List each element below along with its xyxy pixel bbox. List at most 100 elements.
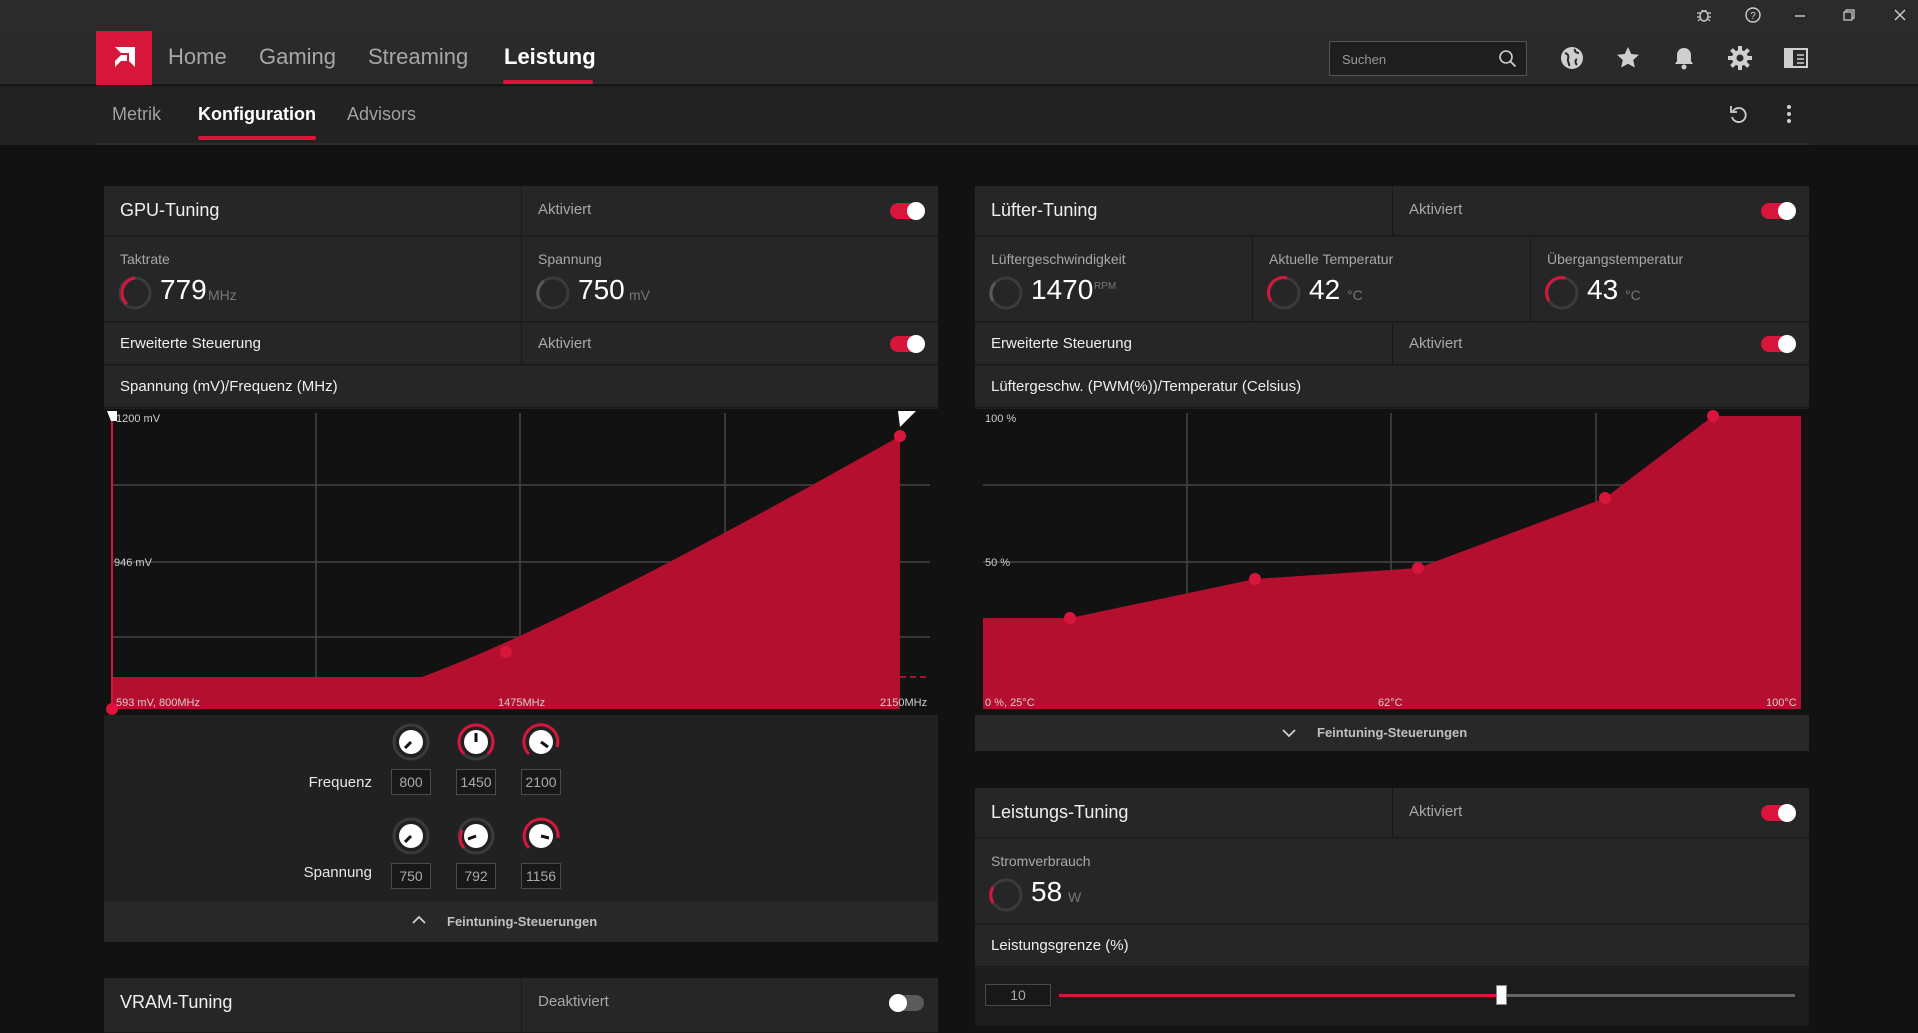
search-icon[interactable] (1498, 49, 1518, 69)
fan-advanced-toggle[interactable] (1761, 335, 1796, 353)
power-limit-slider-thumb[interactable] (1495, 985, 1507, 1005)
search-box[interactable] (1329, 41, 1527, 76)
power-consumption-unit: W (1068, 889, 1082, 905)
frequency-knob-2[interactable] (456, 722, 496, 762)
star-icon[interactable] (1614, 44, 1642, 72)
fan-tuning-status: Aktiviert (1409, 201, 1463, 218)
restore-button[interactable] (1825, 0, 1873, 30)
frequency-knob-3[interactable] (521, 722, 561, 762)
nav-tab-leistung[interactable]: Leistung (504, 44, 596, 69)
gpu-advanced-status: Aktiviert (538, 335, 592, 352)
gpu-x-tick-mid: 1475MHz (498, 697, 545, 709)
nav-tab-streaming[interactable]: Streaming (368, 44, 469, 69)
gpu-fine-tuning-toggle[interactable]: Feintuning-Steuerungen (104, 902, 938, 942)
fan-fine-tuning-toggle[interactable]: Feintuning-Steuerungen (975, 715, 1809, 751)
power-limit-slider-track[interactable] (1059, 985, 1795, 1005)
current-temp-unit: °C (1347, 287, 1363, 303)
fan-curve-point-3[interactable] (1412, 562, 1424, 574)
gpu-curve-max-handle[interactable] (898, 411, 916, 427)
power-tuning-header: Leistungs-Tuning Aktiviert (975, 788, 1809, 838)
fan-speed-unit: RPM (1094, 281, 1117, 292)
fan-speed-temperature-chart[interactable]: 100 % 50 % 0 %, 25°C 62°C 100°C (975, 409, 1809, 715)
svg-text:?: ? (1750, 11, 1756, 22)
gpu-tuning-header: GPU-Tuning Aktiviert (104, 186, 938, 236)
power-tuning-title: Leistungs-Tuning (991, 802, 1129, 822)
gpu-tuning-panel: GPU-Tuning Aktiviert Taktrate 779 MHz Sp… (104, 186, 938, 942)
clock-gauge-icon (118, 276, 152, 310)
fan-advanced-status: Aktiviert (1409, 335, 1463, 352)
minimize-button[interactable] (1776, 0, 1824, 30)
gpu-curve-point-3[interactable] (894, 430, 906, 442)
frequency-value-2[interactable]: 1450 (456, 769, 496, 795)
frequency-value-3[interactable]: 2100 (521, 769, 561, 795)
nav-tab-gaming[interactable]: Gaming (259, 44, 337, 69)
globe-icon[interactable] (1558, 44, 1586, 72)
reset-icon[interactable] (1728, 103, 1752, 127)
fan-fine-tuning-label: Feintuning-Steuerungen (1317, 725, 1468, 740)
bug-report-icon[interactable] (1680, 0, 1728, 30)
title-bar: ? (0, 0, 1918, 30)
search-input[interactable] (1342, 49, 1492, 69)
vram-tuning-panel: VRAM-Tuning Deaktiviert (104, 978, 938, 1033)
close-button[interactable] (1876, 0, 1918, 30)
power-tuning-status: Aktiviert (1409, 803, 1463, 820)
fan-y-tick-mid: 50 % (985, 557, 1010, 569)
power-limit-input[interactable]: 10 (985, 984, 1051, 1006)
current-temp-label: Aktuelle Temperatur (1269, 251, 1394, 267)
voltage-value-2[interactable]: 792 (456, 863, 496, 889)
fan-curve-point-1[interactable] (1064, 612, 1076, 624)
fan-curve-title: Lüftergeschw. (PWM(%))/Temperatur (Celsi… (991, 378, 1302, 395)
sidebar-layout-icon[interactable] (1782, 44, 1810, 72)
gpu-voltage-frequency-chart[interactable]: 1200 mV 946 mV 593 mV, 800MHz 1475MHz 21… (104, 409, 938, 715)
vram-tuning-title: VRAM-Tuning (120, 992, 233, 1012)
junction-temp-label: Übergangstemperatur (1547, 251, 1684, 267)
gpu-curve-point-1[interactable] (106, 703, 118, 715)
power-limit-slider-row: 10 (975, 968, 1809, 1026)
voltage-gauge-icon (536, 276, 570, 310)
frequency-value-1[interactable]: 800 (391, 769, 431, 795)
fan-curve-point-4[interactable] (1599, 492, 1611, 504)
sub-tab-advisors[interactable]: Advisors (347, 104, 417, 124)
voltage-value-3[interactable]: 1156 (521, 863, 561, 889)
fan-curve-title-row: Lüftergeschw. (PWM(%))/Temperatur (Celsi… (975, 366, 1809, 408)
power-limit-slider-fill (1059, 994, 1501, 997)
gpu-metrics-row: Taktrate 779 MHz Spannung 750 mV (104, 237, 938, 322)
gpu-advanced-toggle[interactable] (890, 335, 925, 353)
voltage-value-1[interactable]: 750 (391, 863, 431, 889)
voltage-knob-2[interactable] (456, 816, 496, 856)
fan-curve-point-5[interactable] (1707, 410, 1719, 422)
fan-tuning-panel: Lüfter-Tuning Aktiviert Lüftergeschwindi… (975, 186, 1809, 751)
voltage-knob-1[interactable] (391, 816, 431, 856)
voltage-knob-3[interactable] (521, 816, 561, 856)
chevron-down-icon (1282, 729, 1296, 738)
chevron-up-icon (412, 915, 426, 924)
help-icon[interactable]: ? (1729, 0, 1777, 30)
vram-tuning-toggle[interactable] (889, 994, 924, 1012)
fan-tuning-toggle[interactable] (1761, 202, 1796, 220)
more-options-icon[interactable] (1786, 103, 1802, 127)
gpu-curve-area (112, 436, 900, 709)
notification-bell-icon[interactable] (1670, 44, 1698, 72)
sub-tab-metrik[interactable]: Metrik (112, 104, 161, 124)
settings-gear-icon[interactable] (1726, 44, 1754, 72)
gpu-advanced-label: Erweiterte Steuerung (120, 335, 261, 352)
fan-y-tick-top: 100 % (985, 413, 1016, 425)
gpu-y-tick-top: 1200 mV (116, 413, 161, 425)
nav-tab-home[interactable]: Home (168, 44, 227, 69)
power-tuning-toggle[interactable] (1761, 804, 1796, 822)
sub-tab-konfiguration[interactable]: Konfiguration (198, 104, 316, 124)
fan-curve-point-2[interactable] (1249, 573, 1261, 585)
gpu-tuning-toggle[interactable] (890, 202, 925, 220)
amd-logo[interactable] (96, 31, 152, 85)
junction-temp-value: 43 (1587, 274, 1619, 305)
power-tuning-panel: Leistungs-Tuning Aktiviert Stromverbrauc… (975, 788, 1809, 1026)
gpu-curve-min-handle[interactable] (107, 411, 117, 421)
frequency-knob-1[interactable] (391, 722, 431, 762)
power-limit-row: Leistungsgrenze (%) (975, 925, 1809, 967)
power-metrics-row: Stromverbrauch 58 W (975, 839, 1809, 924)
gpu-advanced-row: Erweiterte Steuerung Aktiviert (104, 323, 938, 365)
current-temp-value: 42 (1309, 274, 1341, 305)
power-limit-label: Leistungsgrenze (%) (991, 937, 1129, 954)
gpu-curve-point-2[interactable] (500, 646, 512, 658)
frequency-knobs-label: Frequenz (308, 774, 372, 791)
